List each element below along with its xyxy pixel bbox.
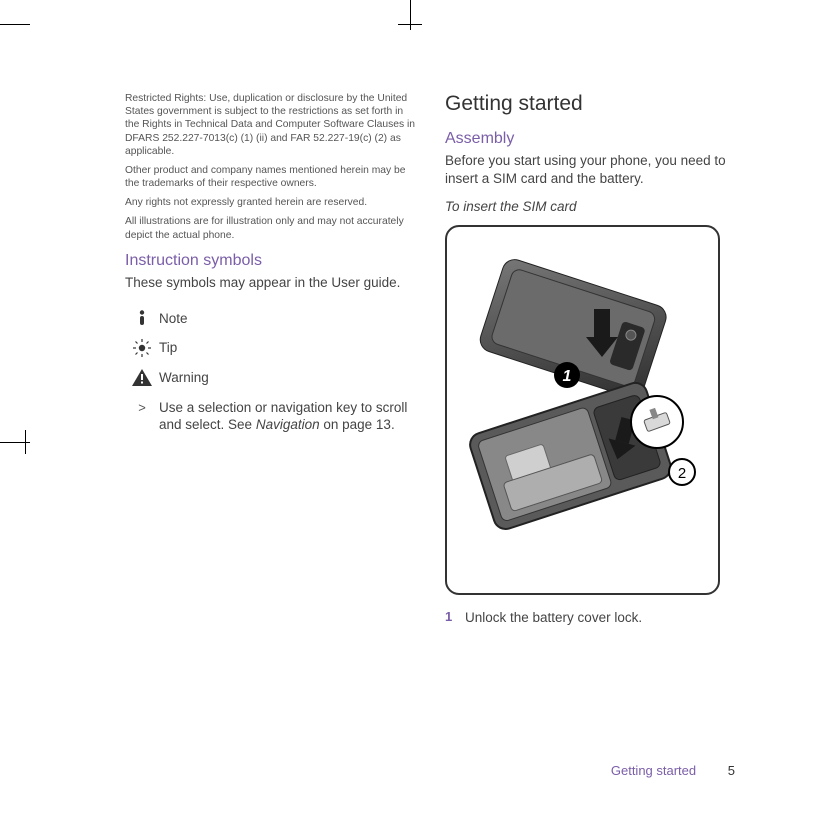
legal-text: Any rights not expressly granted herein … [125, 196, 415, 209]
task-heading: To insert the SIM card [445, 198, 735, 216]
footer-page-number: 5 [728, 763, 735, 778]
assembly-intro: Before you start using your phone, you n… [445, 152, 735, 188]
nav-text-post: on page 13. [320, 417, 395, 432]
symbol-row-tip: Tip [125, 339, 415, 357]
crop-mark [398, 24, 422, 25]
crop-mark [0, 24, 30, 25]
step-text: Unlock the battery cover lock. [465, 609, 642, 627]
right-column: Getting started Assembly Before you star… [445, 92, 735, 627]
legal-text: Restricted Rights: Use, duplication or d… [125, 92, 415, 158]
warning-icon [125, 369, 159, 386]
crop-mark [410, 0, 411, 30]
symbol-label: Use a selection or navigation key to scr… [159, 399, 415, 434]
page-footer: Getting started 5 [125, 763, 735, 778]
crop-mark [0, 442, 30, 443]
instruction-symbols-intro: These symbols may appear in the User gui… [125, 274, 415, 292]
symbol-label: Warning [159, 369, 209, 387]
note-icon [125, 310, 159, 326]
step-number: 1 [445, 609, 457, 624]
getting-started-title: Getting started [445, 92, 735, 116]
sim-card-illustration: 1 [445, 225, 720, 595]
symbol-label: Note [159, 310, 188, 328]
symbol-row-warning: Warning [125, 369, 415, 387]
symbol-row-navigation: > Use a selection or navigation key to s… [125, 399, 415, 434]
tip-icon [125, 339, 159, 357]
svg-text:1: 1 [563, 368, 572, 385]
symbol-label: Tip [159, 339, 177, 357]
legal-text: All illustrations are for illustration o… [125, 215, 415, 241]
symbol-row-note: Note [125, 310, 415, 328]
page: Restricted Rights: Use, duplication or d… [0, 0, 839, 839]
left-column: Restricted Rights: Use, duplication or d… [125, 92, 415, 627]
assembly-heading: Assembly [445, 130, 735, 148]
svg-text:2: 2 [678, 465, 686, 482]
footer-section: Getting started [611, 763, 696, 778]
instruction-symbols-heading: Instruction symbols [125, 252, 415, 270]
step-row: 1 Unlock the battery cover lock. [445, 609, 735, 627]
legal-text: Other product and company names mentione… [125, 164, 415, 190]
content-columns: Restricted Rights: Use, duplication or d… [125, 92, 735, 627]
chevron-right-icon: > [125, 399, 159, 415]
nav-text-em: Navigation [256, 417, 320, 432]
